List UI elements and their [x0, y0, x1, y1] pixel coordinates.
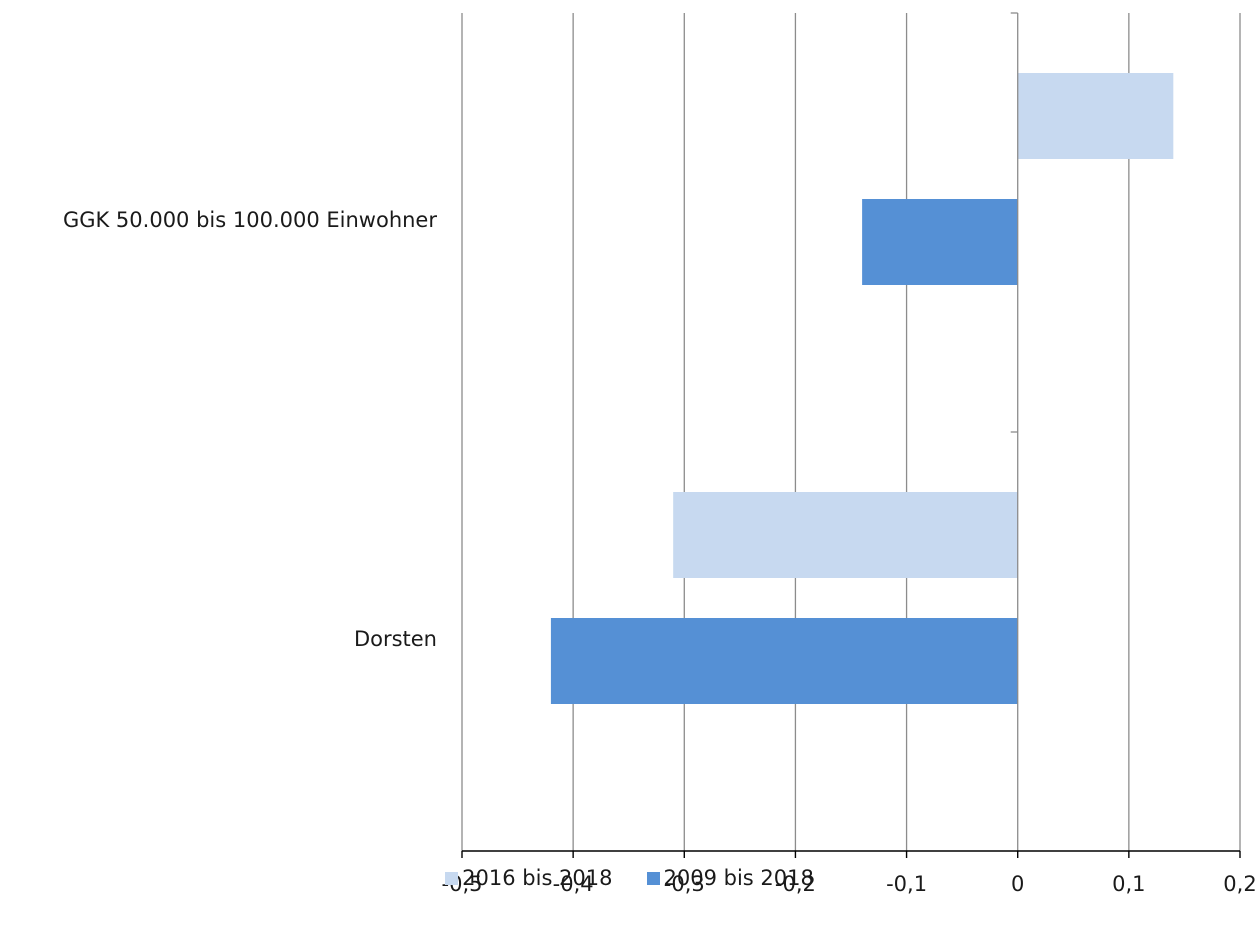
axes	[461, 12, 1241, 858]
legend-item-series-2: 2009 bis 2018	[646, 866, 814, 890]
legend-swatch-series-2	[646, 871, 660, 885]
legend-swatch-series-1	[445, 871, 459, 885]
x-tick-label-2: -0,3	[664, 872, 705, 896]
x-tick-label-1: -0,4	[553, 872, 594, 896]
x-tick-label-3: -0,2	[775, 872, 816, 896]
legend-label-series-1: 2016 bis 2018	[462, 866, 613, 890]
labels: GGK 50.000 bis 100.000 Einwohner Dorsten -…	[63, 208, 1257, 896]
x-tick-label-5: 0	[1011, 872, 1024, 896]
x-tick-label-6: 0,1	[1112, 872, 1145, 896]
category-label-1: GGK 50.000 bis 100.000 Einwohner	[63, 208, 437, 232]
bar-1-series-2	[862, 199, 1018, 285]
legend: 2016 bis 2018 2009 bis 2018	[0, 866, 1259, 890]
bar-1-series-1	[1017, 73, 1174, 159]
bars	[550, 73, 1174, 704]
category-label-2: Dorsten	[354, 627, 437, 651]
legend-label-series-2: 2009 bis 2018	[663, 866, 814, 890]
bar-2-series-1	[673, 492, 1018, 578]
bar-2-series-2	[550, 618, 1018, 704]
x-tick-label-7: 0,2	[1223, 872, 1256, 896]
x-tick-label-4: -0,1	[886, 872, 927, 896]
legend-item-series-1: 2016 bis 2018	[445, 866, 613, 890]
